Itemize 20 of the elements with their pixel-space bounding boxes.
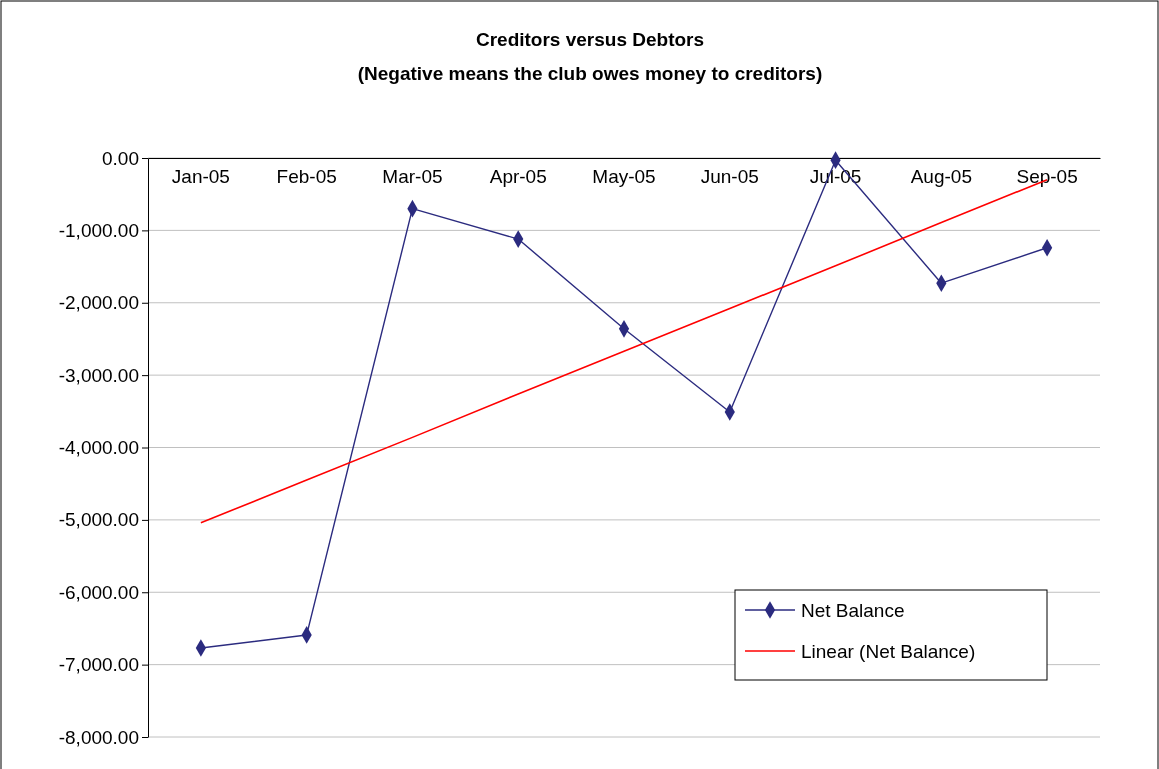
- y-tick-label: -5,000.00: [58, 509, 139, 531]
- x-tick-label: Jan-05: [171, 166, 230, 188]
- x-tick-label: Feb-05: [276, 166, 337, 188]
- y-tick-label: -4,000.00: [58, 437, 139, 459]
- x-tick-label: May-05: [592, 166, 656, 188]
- y-tick-label: -1,000.00: [58, 219, 139, 241]
- legend-label: Net Balance: [801, 600, 905, 621]
- y-tick-label: 0.00: [102, 147, 139, 169]
- y-tick-label: -2,000.00: [58, 292, 139, 314]
- legend-label: Linear (Net Balance): [801, 641, 976, 662]
- y-tick-label: -3,000.00: [58, 364, 139, 386]
- x-tick-label: Jun-05: [700, 166, 759, 188]
- x-tick-label: Mar-05: [382, 166, 443, 188]
- y-tick-label: -8,000.00: [58, 726, 139, 748]
- y-tick-label: -7,000.00: [58, 654, 139, 676]
- chart-title: Creditors versus Debtors (Negative means the club owes money to creditors): [357, 29, 823, 84]
- x-tick-label: Aug-05: [910, 166, 972, 188]
- x-tick-label: Sep-05: [1016, 166, 1078, 188]
- y-tick-label: -6,000.00: [58, 581, 139, 603]
- x-tick-label: Apr-05: [489, 166, 547, 188]
